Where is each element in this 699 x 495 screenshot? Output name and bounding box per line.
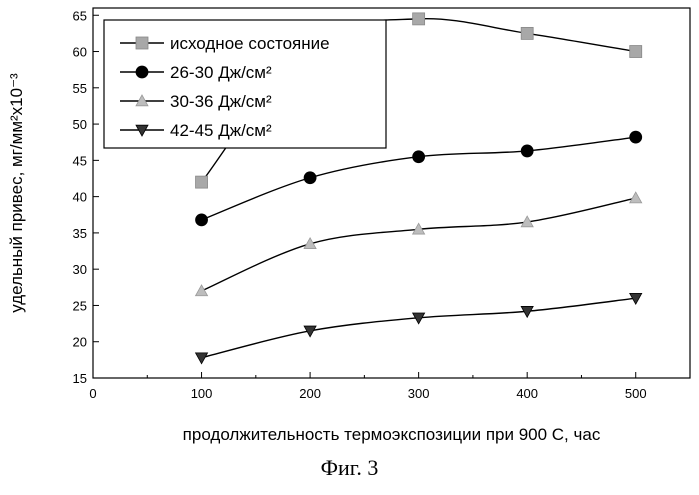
y-tick-label: 45: [73, 153, 87, 168]
data-point-series-1: [630, 46, 642, 58]
series-line-3: [202, 198, 636, 291]
figure-caption: Фиг. 3: [0, 455, 699, 481]
y-tick-label: 15: [73, 371, 87, 386]
data-point-series-3: [630, 192, 642, 203]
legend-marker: [136, 37, 148, 49]
y-tick-label: 30: [73, 262, 87, 277]
x-tick-label: 400: [516, 386, 538, 401]
x-axis-ticks: 0 100 200 300 400 500: [89, 372, 646, 401]
x-tick-label: 100: [191, 386, 213, 401]
legend-entry-label: 30-36 Дж/см²: [170, 92, 272, 111]
data-point-series-2: [521, 145, 533, 157]
legend: исходное состояние 26-30 Дж/см² 30-36 Дж/с…: [104, 20, 386, 148]
y-tick-label: 65: [73, 8, 87, 23]
data-point-series-2: [413, 151, 425, 163]
y-tick-label: 40: [73, 190, 87, 205]
data-point-series-1: [413, 13, 425, 25]
data-point-series-2: [196, 214, 208, 226]
x-tick-label: 300: [408, 386, 430, 401]
legend-entry-label: 26-30 Дж/см²: [170, 63, 272, 82]
series-line-4: [202, 298, 636, 357]
y-axis-ticks: 15 20 25 30 35 40 45 50 55 60 65: [73, 8, 99, 386]
data-point-series-4: [196, 353, 208, 364]
y-tick-label: 35: [73, 226, 87, 241]
x-tick-label: 500: [625, 386, 647, 401]
data-point-series-2: [304, 172, 316, 184]
legend-entry-label: 42-45 Дж/см²: [170, 121, 272, 140]
y-tick-label: 60: [73, 45, 87, 60]
y-tick-label: 20: [73, 335, 87, 350]
y-tick-label: 50: [73, 117, 87, 132]
legend-marker: [136, 66, 148, 78]
data-point-series-1: [521, 27, 533, 39]
data-point-series-3: [196, 285, 208, 296]
series-line-2: [202, 137, 636, 220]
x-tick-label: 200: [299, 386, 321, 401]
x-tick-label: 0: [89, 386, 96, 401]
y-axis-label: удельный привес, мг/мм²x10⁻³: [7, 73, 26, 313]
y-tick-label: 25: [73, 298, 87, 313]
data-point-series-1: [196, 176, 208, 188]
data-point-series-2: [630, 131, 642, 143]
legend-entry-label: исходное состояние: [170, 34, 330, 53]
y-tick-label: 55: [73, 81, 87, 96]
x-axis-label: продолжительность термоэкспозиции при 90…: [183, 425, 601, 444]
